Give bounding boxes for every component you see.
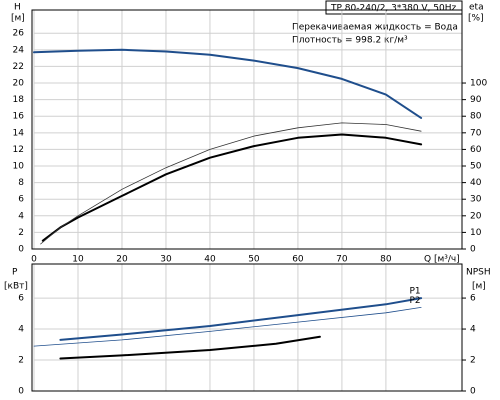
y-axis-unit: [кВт] xyxy=(4,282,28,292)
y2-tick-label: 100 xyxy=(470,79,487,89)
annotation: Перекачиваемая жидкость = Вода xyxy=(292,23,458,33)
series-label: P1 xyxy=(410,287,421,297)
series-label: P2 xyxy=(410,296,421,306)
y2-tick-label: 20 xyxy=(470,211,482,221)
x-tick-label: 60 xyxy=(292,255,304,265)
x-tick-label: 50 xyxy=(248,255,260,265)
y-tick-label: 2 xyxy=(18,356,24,366)
y2-tick-label: 0 xyxy=(470,245,476,255)
y2-tick-label: 4 xyxy=(470,325,476,335)
x-tick-label: 20 xyxy=(116,255,128,265)
x-tick-label: 0 xyxy=(31,255,37,265)
y2-axis-label: NPSH xyxy=(466,268,491,278)
y-tick-label: 6 xyxy=(18,195,24,205)
y-axis-label: P xyxy=(12,268,18,278)
curve xyxy=(33,48,423,119)
y2-tick-label: 80 xyxy=(470,112,482,122)
y-tick-label: 18 xyxy=(13,95,25,105)
x-tick-label: 10 xyxy=(72,255,84,265)
plot-frame xyxy=(31,9,463,250)
curve xyxy=(40,122,422,245)
y2-tick-label: 50 xyxy=(470,162,482,172)
curve xyxy=(33,307,422,347)
y-axis-label: H xyxy=(14,3,21,13)
y-axis-unit: [м] xyxy=(11,14,25,24)
y-tick-label: 2 xyxy=(18,228,24,238)
x-tick-label: 30 xyxy=(160,255,172,265)
y-tick-label: 26 xyxy=(13,29,25,39)
title-box xyxy=(325,0,463,15)
y-tick-label: 22 xyxy=(13,62,24,72)
y-tick-label: 20 xyxy=(13,79,25,89)
y2-tick-label: 40 xyxy=(470,178,482,188)
y2-axis-unit: [м] xyxy=(472,282,486,292)
y2-tick-label: 30 xyxy=(470,195,482,205)
y-tick-label: 24 xyxy=(13,45,25,55)
y-tick-label: 12 xyxy=(13,145,24,155)
y-tick-label: 10 xyxy=(13,162,25,172)
plot-frame xyxy=(31,263,463,392)
y-tick-label: 0 xyxy=(18,387,24,397)
chart-title: TP 80-240/2, 3*380 V, 50Hz xyxy=(330,4,457,14)
y-tick-label: 14 xyxy=(13,128,25,138)
annotation: Плотность = 998.2 кг/м³ xyxy=(292,36,408,46)
y-tick-label: 4 xyxy=(18,211,24,221)
x-tick-label: 40 xyxy=(204,255,216,265)
curve xyxy=(59,297,423,341)
y-tick-label: 16 xyxy=(13,112,25,122)
x-tick-label: 70 xyxy=(336,255,348,265)
y2-tick-label: 6 xyxy=(470,294,476,304)
curve xyxy=(41,133,423,242)
y2-tick-label: 90 xyxy=(470,95,482,105)
y2-tick-label: 2 xyxy=(470,356,476,366)
y2-tick-label: 0 xyxy=(470,387,476,397)
y-tick-label: 8 xyxy=(18,178,24,188)
y-tick-label: 4 xyxy=(18,325,24,335)
y2-axis-label: eta xyxy=(469,3,484,13)
y2-tick-label: 60 xyxy=(470,145,482,155)
y2-tick-label: 70 xyxy=(470,128,482,138)
y-tick-label: 0 xyxy=(18,245,24,255)
curve xyxy=(59,335,321,360)
y-tick-label: 6 xyxy=(18,294,24,304)
x-tick-label: 80 xyxy=(380,255,392,265)
x-axis-label: Q [м³/ч] xyxy=(424,255,460,265)
y2-tick-label: 10 xyxy=(470,228,482,238)
y2-axis-unit: [%] xyxy=(468,14,484,24)
